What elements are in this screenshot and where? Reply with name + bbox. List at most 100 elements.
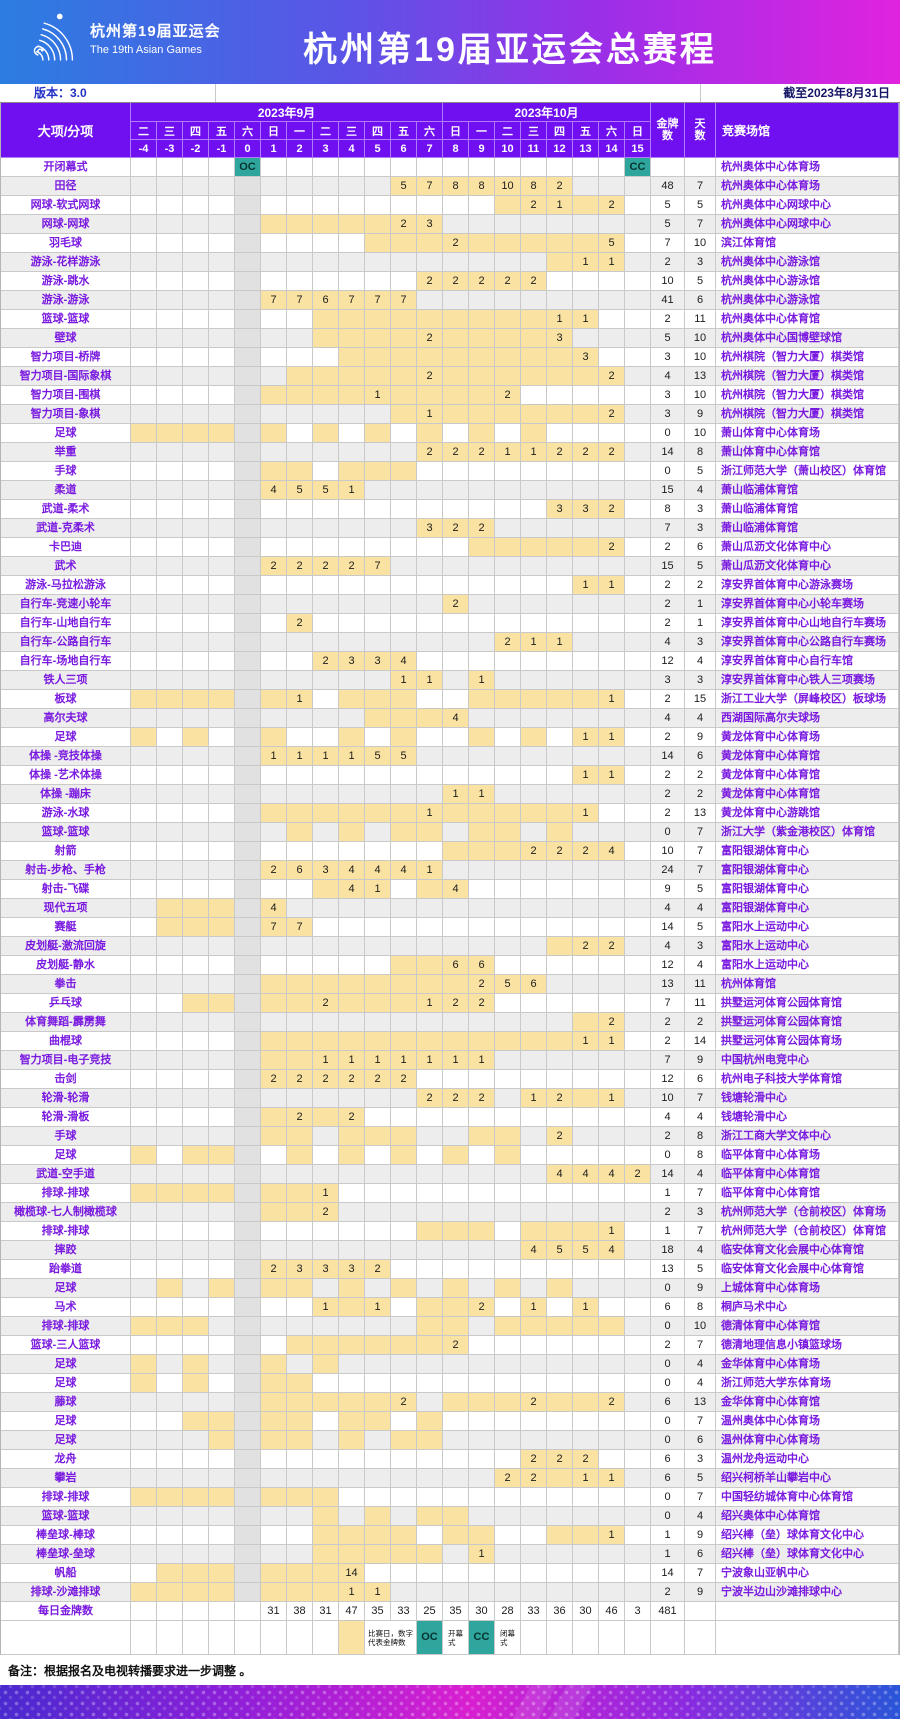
gold-count: 1: [651, 1184, 685, 1203]
schedule-cell: [417, 975, 443, 994]
schedule-cell: [443, 1298, 469, 1317]
schedule-cell: [495, 1450, 521, 1469]
schedule-cell: [235, 804, 261, 823]
day-number-header: 13: [573, 140, 599, 158]
day-count: 3: [685, 937, 716, 956]
schedule-cell: [209, 1127, 235, 1146]
schedule-cell: [521, 500, 547, 519]
schedule-cell: [495, 1165, 521, 1184]
schedule-cell: [365, 158, 391, 177]
schedule-cell: OC: [235, 158, 261, 177]
schedule-cell: [261, 1165, 287, 1184]
schedule-cell: [313, 1469, 339, 1488]
schedule-cell: [183, 918, 209, 937]
weekday-header: 二: [495, 122, 521, 140]
schedule-cell: [547, 367, 573, 386]
schedule-cell: [131, 1222, 157, 1241]
venue-name: 拱墅运河体育公园体育馆: [716, 994, 899, 1013]
schedule-cell: [469, 481, 495, 500]
day-count: 4: [685, 709, 716, 728]
schedule-cell: [391, 1241, 417, 1260]
schedule-cell: [131, 1469, 157, 1488]
gold-count: 48: [651, 177, 685, 196]
schedule-cell: [391, 1545, 417, 1564]
schedule-cell: [391, 367, 417, 386]
schedule-cell: 1: [469, 1545, 495, 1564]
schedule-cell: 2: [261, 1260, 287, 1279]
day-number-header: 4: [339, 140, 365, 158]
schedule-cell: [547, 937, 573, 956]
gold-count: 2: [651, 576, 685, 595]
schedule-cell: [521, 1070, 547, 1089]
schedule-cell: 1: [339, 747, 365, 766]
schedule-cell: [469, 842, 495, 861]
schedule-cell: [131, 1298, 157, 1317]
sport-label: 体育舞蹈-霹雳舞: [1, 1013, 131, 1032]
schedule-cell: [365, 443, 391, 462]
schedule-cell: 3: [313, 1260, 339, 1279]
schedule-cell: [521, 595, 547, 614]
schedule-cell: [209, 1450, 235, 1469]
schedule-cell: 2: [521, 842, 547, 861]
gold-count: 14: [651, 747, 685, 766]
day-count: 4: [685, 956, 716, 975]
schedule-cell: [547, 1355, 573, 1374]
schedule-cell: 1: [599, 576, 625, 595]
schedule-cell: [209, 1108, 235, 1127]
schedule-cell: [443, 253, 469, 272]
schedule-cell: [209, 348, 235, 367]
grand-total-gold: 481: [651, 1602, 685, 1621]
schedule-cell: [521, 405, 547, 424]
schedule-cell: [391, 709, 417, 728]
venue-name: 富阳水上运动中心: [716, 918, 899, 937]
schedule-cell: 2: [417, 329, 443, 348]
month-header: 2023年10月: [443, 103, 651, 122]
sport-label: 篮球-篮球: [1, 310, 131, 329]
schedule-cell: [313, 405, 339, 424]
schedule-cell: [547, 1108, 573, 1127]
day-count: 7: [685, 842, 716, 861]
schedule-cell: [235, 348, 261, 367]
schedule-cell: [313, 1450, 339, 1469]
column-header-venue: 竞赛场馆: [716, 103, 899, 158]
schedule-cell: [339, 272, 365, 291]
schedule-cell: [131, 918, 157, 937]
schedule-cell: [599, 519, 625, 538]
schedule-cell: [521, 1564, 547, 1583]
schedule-cell: 1: [365, 1051, 391, 1070]
schedule-cell: [261, 158, 287, 177]
schedule-cell: [313, 975, 339, 994]
schedule-cell: [443, 1469, 469, 1488]
gold-count: 7: [651, 234, 685, 253]
schedule-cell: [339, 1146, 365, 1165]
schedule-cell: [183, 1146, 209, 1165]
schedule-cell: [131, 804, 157, 823]
schedule-cell: [443, 1526, 469, 1545]
schedule-cell: 1: [599, 1089, 625, 1108]
schedule-cell: [235, 1222, 261, 1241]
cell: [716, 1602, 899, 1621]
schedule-cell: [521, 1222, 547, 1241]
schedule-cell: [625, 215, 651, 234]
sport-label: 游泳-水球: [1, 804, 131, 823]
schedule-cell: 7: [287, 918, 313, 937]
schedule-cell: [261, 1393, 287, 1412]
venue-name: 萧山临浦体育馆: [716, 481, 899, 500]
daily-total-cell: 31: [261, 1602, 287, 1621]
schedule-cell: 2: [521, 1450, 547, 1469]
schedule-cell: [235, 1298, 261, 1317]
day-count: 13: [685, 1393, 716, 1412]
schedule-cell: 2: [261, 557, 287, 576]
schedule-cell: [443, 367, 469, 386]
schedule-cell: [261, 1545, 287, 1564]
venue-name: 杭州奥体中心游泳馆: [716, 272, 899, 291]
schedule-cell: [391, 1564, 417, 1583]
schedule-cell: 3: [287, 1260, 313, 1279]
schedule-cell: [625, 1488, 651, 1507]
schedule-cell: [183, 1070, 209, 1089]
schedule-cell: 2: [625, 1165, 651, 1184]
schedule-cell: [131, 1564, 157, 1583]
schedule-cell: [469, 1222, 495, 1241]
schedule-cell: [573, 291, 599, 310]
schedule-cell: [131, 671, 157, 690]
